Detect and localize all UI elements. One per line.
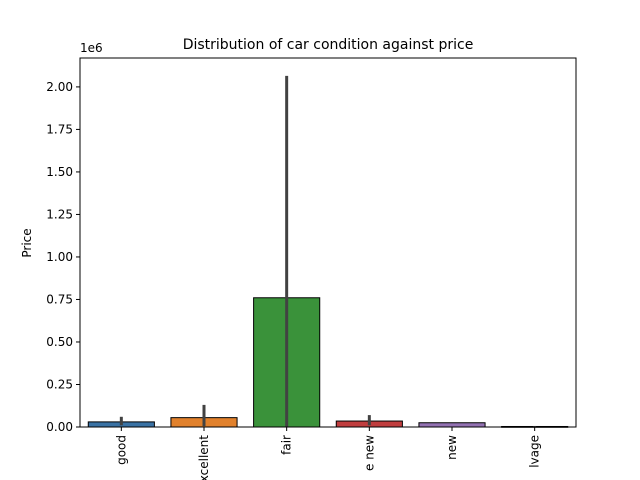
x-tick-label: good [114,435,128,465]
y-axis-label: Price [20,228,34,257]
bar-new [418,422,486,428]
bars-group [87,297,569,428]
y-tick-label: 0.25 [46,377,73,391]
y-axis-scale-label: 1e6 [80,41,103,55]
y-tick-label: 0.75 [46,292,73,306]
y-tick-label: 1.50 [46,165,73,179]
y-tick-label: 1.25 [46,207,73,221]
y-tick-label: 1.75 [46,122,73,136]
x-axis-ticks: good xcellent fair e new new lvage [114,427,542,480]
y-axis-ticks: 0.00 0.25 0.50 0.75 1.00 1.25 1.50 1.75 2.00 [46,80,80,434]
x-tick-label: fair [280,435,294,455]
x-tick-label: lvage [528,435,542,468]
x-tick-label: new [445,435,459,460]
x-tick-label: xcellent [197,435,211,480]
plot-frame [79,57,577,428]
error-bars-group [119,75,537,427]
y-tick-label: 0.00 [46,420,73,434]
chart-title: Distribution of car condition against pr… [183,37,474,53]
y-tick-label: 2.00 [46,80,73,94]
y-tick-label: 0.50 [46,335,73,349]
x-tick-label: e new [362,435,376,471]
y-tick-label: 1.00 [46,250,73,264]
